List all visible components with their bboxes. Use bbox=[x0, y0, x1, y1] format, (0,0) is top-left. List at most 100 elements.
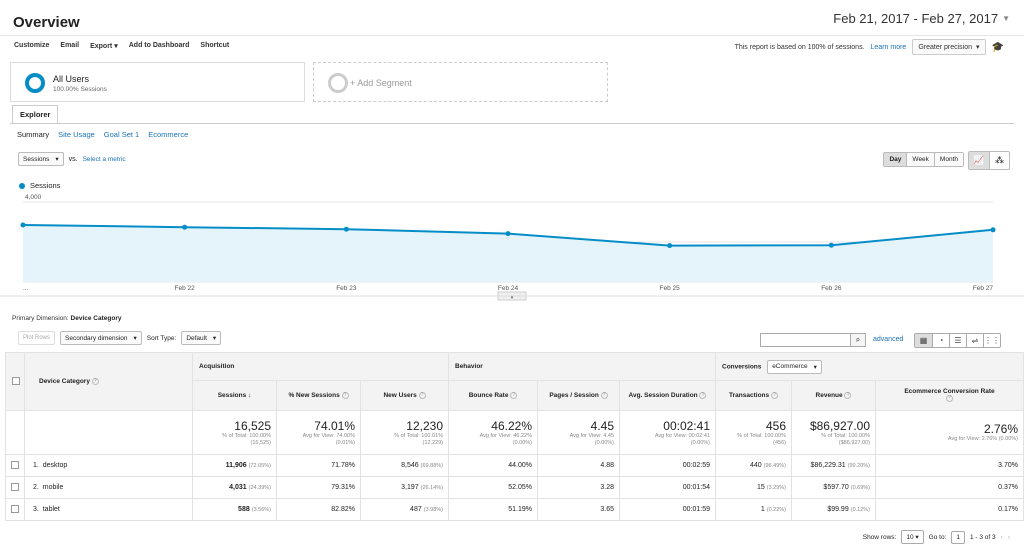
select-metric-link[interactable]: Select a metric bbox=[82, 155, 126, 163]
metric-select[interactable]: Sessions ▾ bbox=[18, 152, 64, 166]
report-toolbar: Customize Email Export ▾ Add to Dashboar… bbox=[0, 36, 1024, 58]
total-cell: 4.45 Avg for View: 4.45 (0.00%) bbox=[537, 410, 620, 455]
dimension-header[interactable]: Device Category ? bbox=[24, 352, 193, 411]
table-view-toggle: ▦ ◔ ☰ ⇌ ⋮⋮ bbox=[914, 333, 1001, 348]
date-range-picker[interactable]: Feb 21, 2017 - Feb 27, 2017 ▼ bbox=[833, 11, 1010, 26]
device-link[interactable]: mobile bbox=[42, 484, 64, 491]
advanced-filter-link[interactable]: advanced bbox=[873, 336, 904, 343]
comparison-icon[interactable]: ⇌ bbox=[966, 334, 983, 347]
vs-label: vs. bbox=[68, 155, 78, 163]
help-icon: ? bbox=[600, 391, 608, 399]
goto-label: Go to: bbox=[928, 533, 947, 541]
prev-page-icon[interactable]: ‹ bbox=[1000, 533, 1003, 541]
row-checkbox[interactable] bbox=[11, 460, 19, 469]
plot-rows-button[interactable]: Plot Rows bbox=[18, 331, 56, 345]
next-page-icon[interactable]: › bbox=[1007, 533, 1010, 541]
help-icon: ? bbox=[341, 391, 349, 399]
graduation-cap-icon[interactable]: 🎓 bbox=[991, 41, 1004, 53]
device-link[interactable]: tablet bbox=[42, 506, 60, 513]
chevron-down-icon: ▾ bbox=[212, 335, 217, 342]
customize-button[interactable]: Customize bbox=[14, 42, 50, 49]
tab-explorer[interactable]: Explorer bbox=[12, 105, 59, 123]
subtab-goal-set-1[interactable]: Goal Set 1 bbox=[103, 130, 140, 139]
chart-type-toggle: 📈 ⁂ bbox=[968, 151, 1010, 170]
col-new-users[interactable]: New Users ? bbox=[360, 380, 449, 411]
total-cell: 2.76% Avg for View: 2.76% (0.00%) bbox=[875, 410, 1024, 455]
sampling-note: This report is based on 100% of sessions… bbox=[734, 43, 865, 51]
primary-dimension-value[interactable]: Device Category bbox=[70, 315, 122, 322]
col-bounce-rate[interactable]: Bounce Rate ? bbox=[448, 380, 538, 411]
day-button[interactable]: Day bbox=[884, 153, 907, 166]
col-pages-session[interactable]: Pages / Session ? bbox=[537, 380, 620, 411]
sort-type-label: Sort Type: bbox=[146, 334, 177, 342]
col-conversion-rate[interactable]: Ecommerce Conversion Rate? bbox=[875, 380, 1024, 411]
subtab-site-usage[interactable]: Site Usage bbox=[58, 130, 95, 139]
col-sessions[interactable]: Sessions ↓ bbox=[192, 380, 277, 411]
totals-row: 16,525% of Total: 100.00% (16,525) 74.01%… bbox=[5, 410, 1024, 455]
col-avg-duration[interactable]: Avg. Session Duration ? bbox=[619, 380, 716, 411]
email-button[interactable]: Email bbox=[60, 42, 80, 49]
chevron-down-icon: ▾ bbox=[813, 363, 817, 371]
secondary-dimension-select[interactable]: Secondary dimension ▾ bbox=[60, 331, 142, 345]
group-conversions: Conversions eCommerce ▾ bbox=[715, 352, 1024, 381]
conversions-select[interactable]: eCommerce ▾ bbox=[767, 359, 822, 374]
line-chart-icon[interactable]: 📈 bbox=[969, 152, 989, 169]
table-controls: Plot Rows Secondary dimension ▾ Sort Type… bbox=[18, 331, 222, 345]
legend-label: Sessions bbox=[30, 181, 61, 190]
segment-percentage: 100.00% Sessions bbox=[53, 86, 107, 93]
rows-per-page-select[interactable]: 10 ▾ bbox=[901, 530, 924, 544]
data-point bbox=[182, 224, 188, 230]
row-checkbox[interactable] bbox=[11, 504, 19, 513]
report-header: Overview Feb 21, 2017 - Feb 27, 2017 ▼ bbox=[0, 0, 1024, 36]
help-icon: ? bbox=[844, 391, 852, 399]
data-point bbox=[828, 242, 834, 248]
col-transactions[interactable]: Transactions ? bbox=[715, 380, 792, 411]
sort-type-select[interactable]: Default ▾ bbox=[181, 331, 222, 345]
add-to-dashboard-button[interactable]: Add to Dashboard bbox=[128, 42, 190, 49]
time-granularity-toggle: Day Week Month bbox=[883, 152, 964, 167]
primary-dimension: Primary Dimension: Device Category bbox=[12, 315, 122, 322]
performance-icon[interactable]: ☰ bbox=[949, 334, 966, 347]
export-button[interactable]: Export ▾ bbox=[90, 43, 118, 50]
pie-chart-icon[interactable]: ◔ bbox=[932, 334, 949, 347]
col-revenue[interactable]: Revenue ? bbox=[791, 380, 876, 411]
week-button[interactable]: Week bbox=[906, 153, 934, 166]
shortcut-button[interactable]: Shortcut bbox=[200, 42, 230, 49]
add-segment-label: + Add Segment bbox=[350, 78, 412, 88]
subtab-ecommerce[interactable]: Ecommerce bbox=[148, 130, 189, 139]
sort-down-icon: ↓ bbox=[248, 392, 252, 399]
row-checkbox[interactable] bbox=[11, 482, 19, 491]
pagination: Show rows: 10 ▾ Go to: 1 1 - 3 of 3 ‹ › bbox=[863, 530, 1010, 544]
col-new-sessions[interactable]: % New Sessions ? bbox=[276, 380, 361, 411]
metric-selector-row: Sessions ▾ vs. Select a metric bbox=[18, 152, 126, 166]
segment-ring-icon bbox=[25, 73, 45, 93]
precision-select[interactable]: Greater precision ▾ bbox=[912, 39, 986, 55]
chevron-down-icon: ▾ bbox=[976, 44, 980, 51]
data-point bbox=[667, 243, 673, 249]
month-button[interactable]: Month bbox=[933, 153, 963, 166]
motion-chart-icon[interactable]: ⁂ bbox=[989, 152, 1009, 169]
segment-name: All Users bbox=[53, 74, 90, 84]
x-tick-label: Feb 22 bbox=[175, 285, 196, 292]
select-all-checkbox[interactable] bbox=[12, 376, 20, 385]
pivot-icon[interactable]: ⋮⋮ bbox=[983, 334, 1000, 347]
table-row: 1. desktop 11,906 (72.05%) 71.78% 8,546 (6… bbox=[5, 454, 1024, 477]
search-icon[interactable]: ⌕ bbox=[850, 333, 866, 347]
y-tick-label: 4,000 bbox=[25, 194, 42, 201]
add-segment-button[interactable]: + Add Segment bbox=[313, 62, 608, 102]
chevron-down-icon: ▾ bbox=[510, 295, 513, 301]
x-tick-label: Feb 24 bbox=[498, 285, 519, 292]
total-cell: 16,525% of Total: 100.00% (16,525) bbox=[192, 410, 277, 455]
data-table-icon[interactable]: ▦ bbox=[915, 334, 932, 347]
help-icon: ? bbox=[91, 377, 99, 385]
device-link[interactable]: desktop bbox=[42, 462, 68, 469]
learn-more-link[interactable]: Learn more bbox=[870, 43, 907, 51]
subtab-summary[interactable]: Summary bbox=[17, 130, 50, 139]
total-cell: 00:02:41 Avg for View: 00:02:41 (0.00%) bbox=[619, 410, 716, 455]
segment-all-users[interactable]: All Users 100.00% Sessions bbox=[10, 62, 305, 102]
total-cell: 456% of Total: 100.00% (456) bbox=[715, 410, 792, 455]
data-point bbox=[505, 231, 511, 237]
goto-page-input[interactable]: 1 bbox=[951, 530, 965, 544]
page-title: Overview bbox=[13, 14, 80, 31]
